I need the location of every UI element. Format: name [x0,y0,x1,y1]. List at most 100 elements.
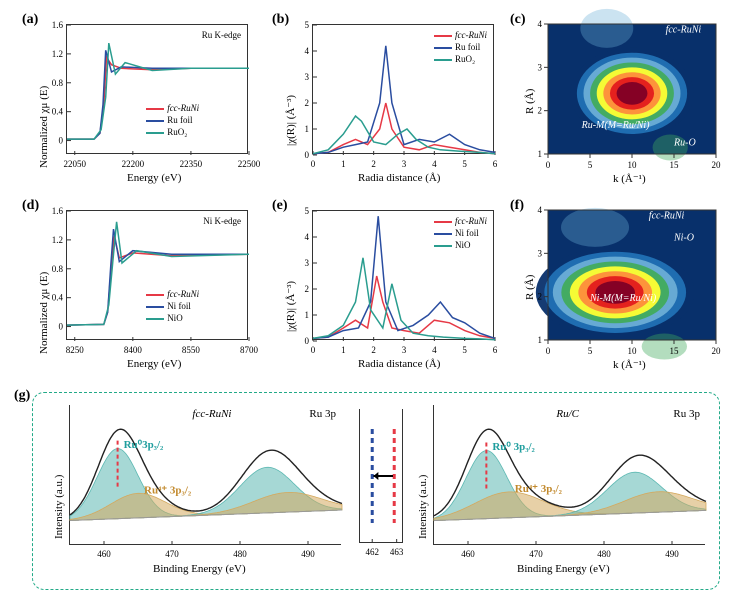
label-g: (g) [14,388,30,404]
svg-text:0: 0 [546,346,551,356]
svg-text:4: 4 [305,46,310,56]
svg-text:1: 1 [341,345,346,355]
svg-text:10: 10 [628,346,638,356]
panel-e-xlabel: Radia distance (Å) [358,358,440,370]
svg-text:470: 470 [165,549,179,559]
panel-c-ylabel: R (Å) [524,89,536,114]
panel-g-left-chart: Ru⁰3p₃/₂Ru⁴⁺ 3p₃/₂fcc-RuNiRu 3p460470480… [69,405,341,545]
panel-f-map: fcc-RuNiNi-ONi-M(M=Ru/Ni)051015201234 [548,210,716,340]
svg-text:20: 20 [712,346,722,356]
svg-text:22350: 22350 [180,159,203,169]
svg-text:5: 5 [305,20,310,30]
svg-text:2: 2 [371,159,376,169]
svg-text:3: 3 [538,62,543,72]
svg-text:4: 4 [538,19,543,29]
svg-text:5: 5 [462,345,467,355]
legend-a-0: fcc-RuNi [167,103,199,113]
label-d: (d) [22,198,39,214]
svg-text:Ru⁴⁺ 3p₃/₂: Ru⁴⁺ 3p₃/₂ [515,483,563,495]
svg-text:fcc-RuNi: fcc-RuNi [666,25,702,36]
svg-text:0: 0 [59,322,64,332]
svg-text:Ru 3p: Ru 3p [673,408,700,420]
svg-text:5: 5 [588,346,593,356]
label-b: (b) [272,12,289,28]
label-e: (e) [272,198,288,214]
panel-g-left: Intensity (a.u.) Ru⁰3p₃/₂Ru⁴⁺ 3p₃/₂fcc-R… [53,403,343,581]
legend-a-1: Ru foil [167,115,192,125]
panel-d: Normalized χμ (E) 825084008550870000.40.… [42,204,252,374]
svg-text:15: 15 [670,346,680,356]
svg-text:1.6: 1.6 [52,206,64,216]
legend-d-0: fcc-RuNi [167,289,199,299]
svg-text:6: 6 [493,159,498,169]
legend-e-1: Ni foil [455,228,479,238]
panel-b-chart: 0123456012345 fcc-RuNi Ru foil RuO₂ [312,24,494,154]
svg-text:3: 3 [305,72,310,82]
svg-text:1: 1 [305,124,310,134]
svg-text:0.8: 0.8 [52,78,64,88]
svg-text:2: 2 [538,106,543,116]
svg-text:22500: 22500 [238,159,261,169]
svg-text:Ni-O: Ni-O [673,232,694,243]
svg-text:4: 4 [538,205,543,215]
svg-text:22050: 22050 [63,159,86,169]
panel-a-chart: 2205022200223502250000.40.81.21.6 Ru K-e… [66,24,248,154]
svg-text:20: 20 [712,160,722,170]
svg-text:fcc-RuNi: fcc-RuNi [192,408,231,420]
svg-text:2: 2 [305,98,310,108]
svg-text:Ru⁰ 3p₃/₂: Ru⁰ 3p₃/₂ [492,441,535,453]
svg-text:Ru⁰3p₃/₂: Ru⁰3p₃/₂ [124,439,164,451]
svg-text:5: 5 [462,159,467,169]
svg-text:0: 0 [305,336,310,346]
svg-text:1: 1 [305,310,310,320]
svg-text:1: 1 [538,149,543,159]
svg-text:1: 1 [341,159,346,169]
legend-b-1: Ru foil [455,42,480,52]
svg-text:Ru⁴⁺ 3p₃/₂: Ru⁴⁺ 3p₃/₂ [144,484,192,496]
panel-a-xlabel: Energy (eV) [127,172,181,184]
panel-e-chart: 0123456012345 fcc-RuNi Ni foil NiO [312,210,494,340]
svg-text:Ru-M(M=Ru/Ni): Ru-M(M=Ru/Ni) [581,120,651,131]
panel-e: |χ(R)| (Å⁻³) 0123456012345 fcc-RuNi Ni f… [288,204,498,374]
panel-b-xlabel: Radia distance (Å) [358,172,440,184]
svg-text:1.2: 1.2 [52,49,63,59]
svg-text:3: 3 [402,159,407,169]
svg-text:8550: 8550 [182,345,201,355]
panel-d-title: Ni K-edge [203,215,241,227]
svg-text:6: 6 [493,345,498,355]
svg-text:0: 0 [59,136,64,146]
svg-text:2: 2 [538,292,543,302]
svg-text:460: 460 [461,549,475,559]
legend-b-2: RuO₂ [455,54,475,64]
svg-text:1: 1 [538,335,543,345]
svg-text:480: 480 [597,549,611,559]
panel-f: R (Å) fcc-RuNiNi-ONi-M(M=Ru/Ni)051015201… [528,204,728,374]
legend-b-0: fcc-RuNi [455,30,487,40]
svg-text:8400: 8400 [124,345,143,355]
panel-g-middle-chart: 462463 [359,409,403,543]
svg-text:fcc-RuNi: fcc-RuNi [649,211,685,222]
svg-text:Ru/C: Ru/C [555,408,579,420]
svg-text:3: 3 [538,248,543,258]
svg-text:490: 490 [301,549,315,559]
panel-b-ylabel: |χ(R)| (Å⁻³) [284,95,297,146]
panel-g-middle: 462 463 [359,409,403,569]
svg-text:0.4: 0.4 [52,293,64,303]
svg-text:Ni-M(M=Ru/Ni): Ni-M(M=Ru/Ni) [589,293,657,304]
legend-e-0: fcc-RuNi [455,216,487,226]
figure: (a) (b) (c) (d) (e) (f) (g) Normalized χ… [0,0,736,600]
panel-a-legend: fcc-RuNi Ru foil RuO₂ [146,102,199,138]
label-c: (c) [510,12,526,28]
svg-text:463: 463 [390,547,404,557]
panel-g-left-xlabel: Binding Energy (eV) [153,563,246,575]
panel-d-ylabel: Normalized χμ (E) [38,272,50,354]
svg-text:Ru-O: Ru-O [673,137,696,148]
panel-g-right-ylabel: Intensity (a.u.) [417,475,429,539]
svg-text:4: 4 [432,159,437,169]
panel-a: Normalized χμ (E) 2205022200223502250000… [42,18,252,188]
legend-e-2: NiO [455,240,471,250]
panel-a-title: Ru K-edge [202,29,241,41]
svg-text:462: 462 [365,547,379,557]
panel-c-xlabel: k (Å⁻¹) [613,172,646,185]
svg-text:0.8: 0.8 [52,264,64,274]
